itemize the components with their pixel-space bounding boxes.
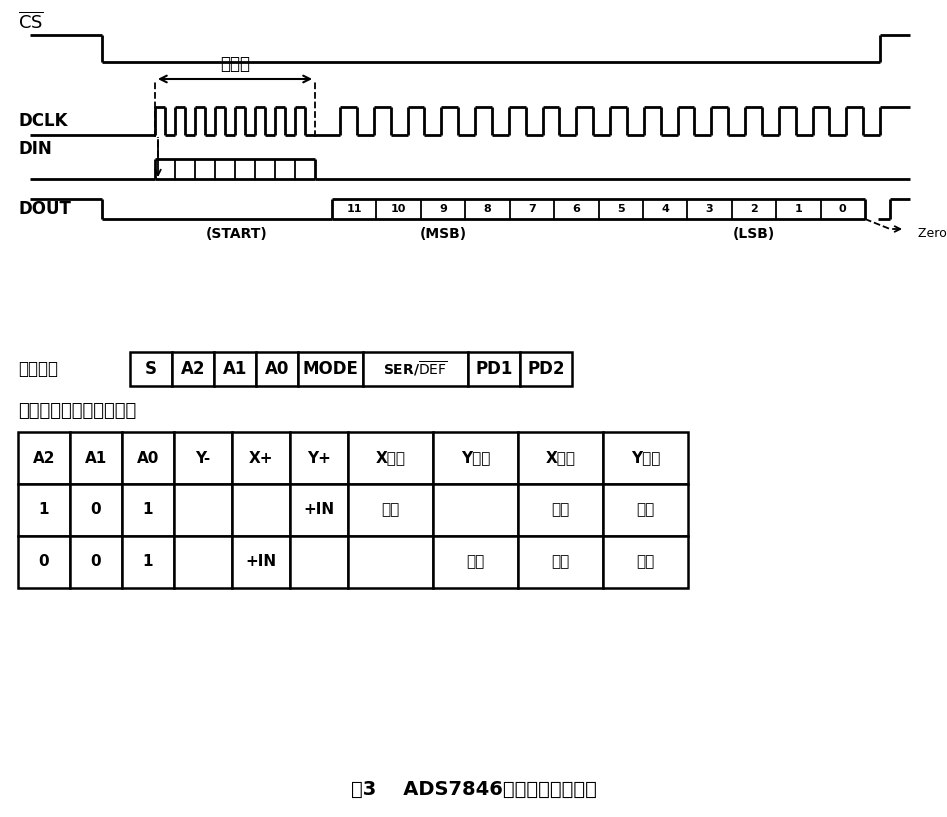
Bar — [290, 484, 348, 536]
Text: A2: A2 — [33, 450, 55, 466]
Text: 1: 1 — [39, 502, 49, 517]
Bar — [18, 484, 70, 536]
Text: 图3    ADS7846的数据传送时序图: 图3 ADS7846的数据传送时序图 — [350, 779, 597, 798]
Bar — [122, 536, 174, 588]
Text: 0: 0 — [39, 555, 49, 569]
Bar — [18, 432, 70, 484]
Bar — [122, 432, 174, 484]
Bar — [174, 432, 232, 484]
Text: 10: 10 — [391, 204, 406, 214]
Text: 关闭: 关闭 — [551, 555, 570, 569]
Text: X驱动: X驱动 — [545, 450, 576, 466]
Bar — [468, 352, 520, 386]
Bar — [433, 484, 518, 536]
Text: DOUT: DOUT — [18, 200, 71, 218]
Text: (START): (START) — [206, 227, 268, 241]
Bar — [298, 352, 363, 386]
Text: 0: 0 — [91, 555, 101, 569]
Bar — [232, 536, 290, 588]
Bar — [70, 484, 122, 536]
Text: A1: A1 — [85, 450, 107, 466]
Text: 3: 3 — [706, 204, 713, 214]
Bar — [348, 484, 433, 536]
Bar — [518, 484, 603, 536]
Text: 4: 4 — [661, 204, 670, 214]
Bar — [70, 432, 122, 484]
Text: 控制序：: 控制序： — [18, 360, 58, 378]
Text: SER/$\overline{\rm DEF}$: SER/$\overline{\rm DEF}$ — [384, 359, 448, 378]
Bar — [603, 432, 688, 484]
Text: Zero Filled...: Zero Filled... — [918, 227, 947, 240]
Bar — [214, 352, 256, 386]
Text: 0: 0 — [839, 204, 847, 214]
Bar — [18, 536, 70, 588]
Text: (LSB): (LSB) — [733, 227, 775, 241]
Text: 控制字: 控制字 — [220, 55, 250, 73]
Bar — [290, 536, 348, 588]
Text: 8: 8 — [484, 204, 491, 214]
Bar — [433, 432, 518, 484]
Text: 9: 9 — [439, 204, 447, 214]
Text: 0: 0 — [91, 502, 101, 517]
Text: A2: A2 — [181, 360, 205, 378]
Bar — [174, 536, 232, 588]
Text: A0: A0 — [136, 450, 159, 466]
Text: 测量: 测量 — [382, 502, 400, 517]
Text: 5: 5 — [616, 204, 624, 214]
Text: +IN: +IN — [245, 555, 277, 569]
Text: X坐标: X坐标 — [376, 450, 405, 466]
Text: 打开: 打开 — [551, 502, 570, 517]
Bar — [348, 432, 433, 484]
Bar — [130, 352, 172, 386]
Text: S: S — [145, 360, 157, 378]
Text: 7: 7 — [528, 204, 536, 214]
Text: $\overline{\rm CS}$: $\overline{\rm CS}$ — [18, 11, 44, 32]
Bar — [172, 352, 214, 386]
Text: 坐标与通道选择的关系：: 坐标与通道选择的关系： — [18, 402, 136, 420]
Bar — [603, 536, 688, 588]
Text: 1: 1 — [143, 502, 153, 517]
Bar — [256, 352, 298, 386]
Bar — [70, 536, 122, 588]
Text: DCLK: DCLK — [18, 112, 67, 130]
Text: 测量: 测量 — [466, 555, 485, 569]
Bar — [348, 536, 433, 588]
Text: PD2: PD2 — [527, 360, 564, 378]
Bar — [520, 352, 572, 386]
Text: 2: 2 — [750, 204, 758, 214]
Bar — [603, 484, 688, 536]
Bar — [232, 484, 290, 536]
Bar — [232, 432, 290, 484]
Text: Y坐标: Y坐标 — [461, 450, 491, 466]
Text: MODE: MODE — [302, 360, 358, 378]
Text: 1: 1 — [143, 555, 153, 569]
Text: 打开: 打开 — [636, 555, 654, 569]
Bar — [518, 432, 603, 484]
Bar — [290, 432, 348, 484]
Text: Y-: Y- — [195, 450, 210, 466]
Text: 关闭: 关闭 — [636, 502, 654, 517]
Bar — [174, 484, 232, 536]
Text: Y驱动: Y驱动 — [631, 450, 660, 466]
Text: 1: 1 — [795, 204, 802, 214]
Text: 11: 11 — [347, 204, 362, 214]
Bar — [518, 536, 603, 588]
Text: PD1: PD1 — [475, 360, 512, 378]
Text: Y+: Y+ — [307, 450, 331, 466]
Text: DIN: DIN — [18, 140, 52, 158]
Bar — [433, 536, 518, 588]
Text: (MSB): (MSB) — [420, 227, 467, 241]
Text: X+: X+ — [249, 450, 274, 466]
Text: A0: A0 — [265, 360, 289, 378]
Bar — [363, 352, 468, 386]
Text: A1: A1 — [223, 360, 247, 378]
Text: +IN: +IN — [303, 502, 334, 517]
Bar — [122, 484, 174, 536]
Text: 6: 6 — [572, 204, 581, 214]
